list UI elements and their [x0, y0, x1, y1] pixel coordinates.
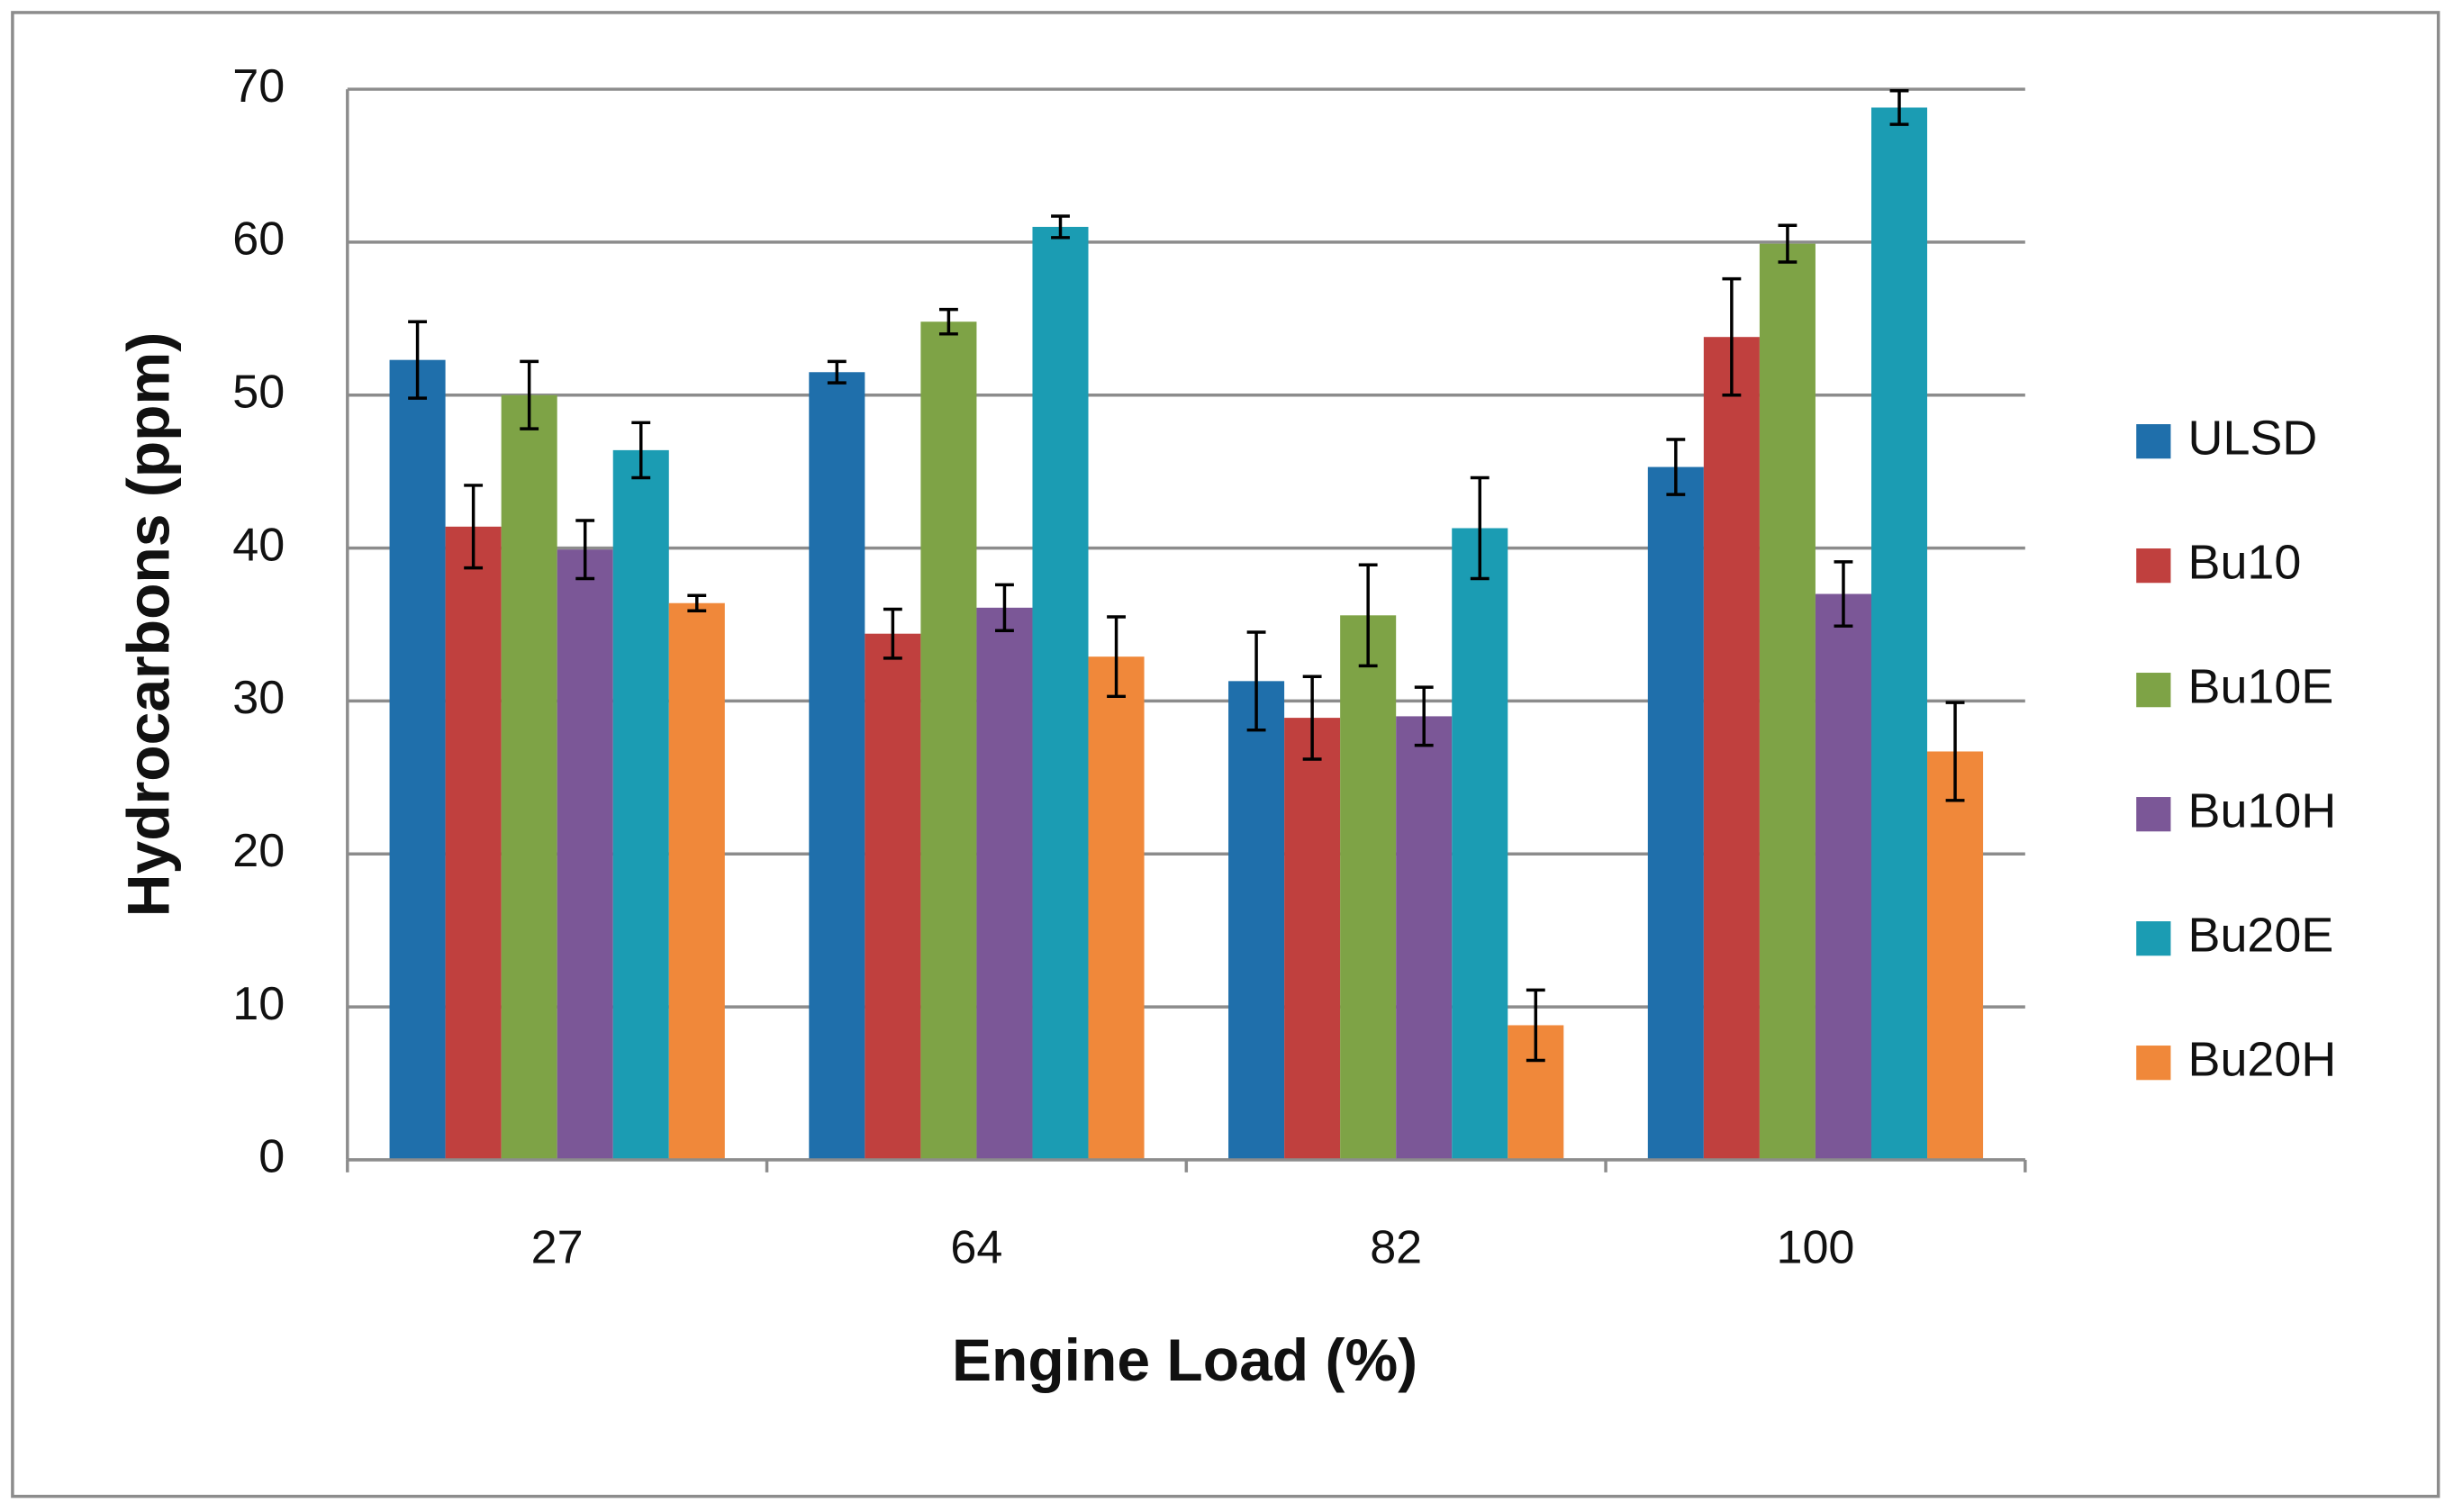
y-tick-label: 50	[232, 367, 285, 419]
frame	[11, 11, 2440, 1498]
bar	[1228, 681, 1285, 1160]
x-tick-label: 64	[950, 1222, 1002, 1274]
legend-label: Bu20H	[2188, 1032, 2337, 1086]
x-axis-title: Engine Load (%)	[952, 1326, 1417, 1393]
bar	[1340, 615, 1397, 1160]
legend-swatch	[2136, 548, 2171, 584]
legend-swatch	[2136, 1046, 2171, 1081]
error-bar	[1414, 685, 1434, 747]
x-tick-label: 82	[1370, 1222, 1422, 1274]
error-bar	[520, 359, 539, 430]
bar	[1032, 226, 1089, 1160]
bar	[501, 394, 557, 1160]
y-tick-label: 60	[232, 213, 285, 266]
error-bar	[938, 307, 958, 336]
bar	[668, 602, 725, 1160]
legend-swatch	[2136, 424, 2171, 459]
legend-swatch	[2136, 797, 2171, 832]
bar	[1396, 716, 1453, 1160]
error-bar	[1051, 214, 1070, 240]
bar	[1927, 751, 1984, 1160]
legend-label: Bu10E	[2188, 659, 2334, 713]
legend-label: ULSD	[2188, 411, 2318, 465]
error-bar	[1358, 563, 1378, 668]
y-axis-title: Hydrocarbons (ppm)	[115, 332, 182, 917]
error-bar	[1945, 701, 1965, 802]
bar	[865, 633, 921, 1160]
bar	[389, 359, 446, 1160]
error-bar	[1666, 438, 1686, 496]
bar	[1815, 593, 1871, 1160]
bar	[920, 321, 977, 1160]
error-bar	[1302, 675, 1322, 761]
error-bar	[687, 593, 707, 612]
legend-label: Bu10H	[2188, 783, 2337, 837]
error-bar	[827, 359, 847, 385]
bar	[976, 607, 1033, 1160]
error-bar	[408, 320, 428, 400]
bar	[1647, 466, 1704, 1160]
bar	[1870, 107, 1928, 1160]
legend-label: Bu10	[2188, 535, 2302, 589]
error-bar	[1889, 89, 1909, 126]
x-tick-label: 27	[531, 1222, 584, 1274]
error-bar	[1470, 475, 1490, 581]
y-tick-label: 0	[258, 1131, 285, 1183]
error-bar	[995, 583, 1014, 633]
bar	[1759, 243, 1816, 1160]
y-tick-label: 20	[232, 825, 285, 877]
error-bar	[1526, 988, 1545, 1063]
error-bar	[631, 421, 651, 480]
error-bar	[1778, 223, 1797, 264]
bar	[1284, 718, 1341, 1160]
legend-swatch	[2136, 673, 2171, 708]
bar	[1703, 337, 1760, 1160]
y-tick-label: 10	[232, 978, 285, 1030]
y-tick-label: 70	[232, 60, 285, 113]
y-tick-label: 40	[232, 519, 285, 571]
x-tick-label: 100	[1776, 1222, 1854, 1274]
bar	[557, 549, 613, 1160]
bar	[445, 526, 502, 1160]
error-bar	[1246, 630, 1266, 732]
error-bar	[575, 519, 595, 581]
error-bar	[1834, 560, 1853, 628]
error-bar	[1722, 276, 1742, 397]
legend-swatch	[2136, 921, 2171, 956]
bar	[1088, 656, 1145, 1160]
bar	[809, 372, 865, 1160]
error-bar	[883, 607, 902, 660]
error-bar	[464, 484, 484, 570]
error-bar	[1107, 615, 1126, 699]
bar	[612, 449, 669, 1160]
legend-label: Bu20E	[2188, 908, 2334, 962]
bar	[1452, 528, 1508, 1160]
y-tick-label: 30	[232, 672, 285, 724]
